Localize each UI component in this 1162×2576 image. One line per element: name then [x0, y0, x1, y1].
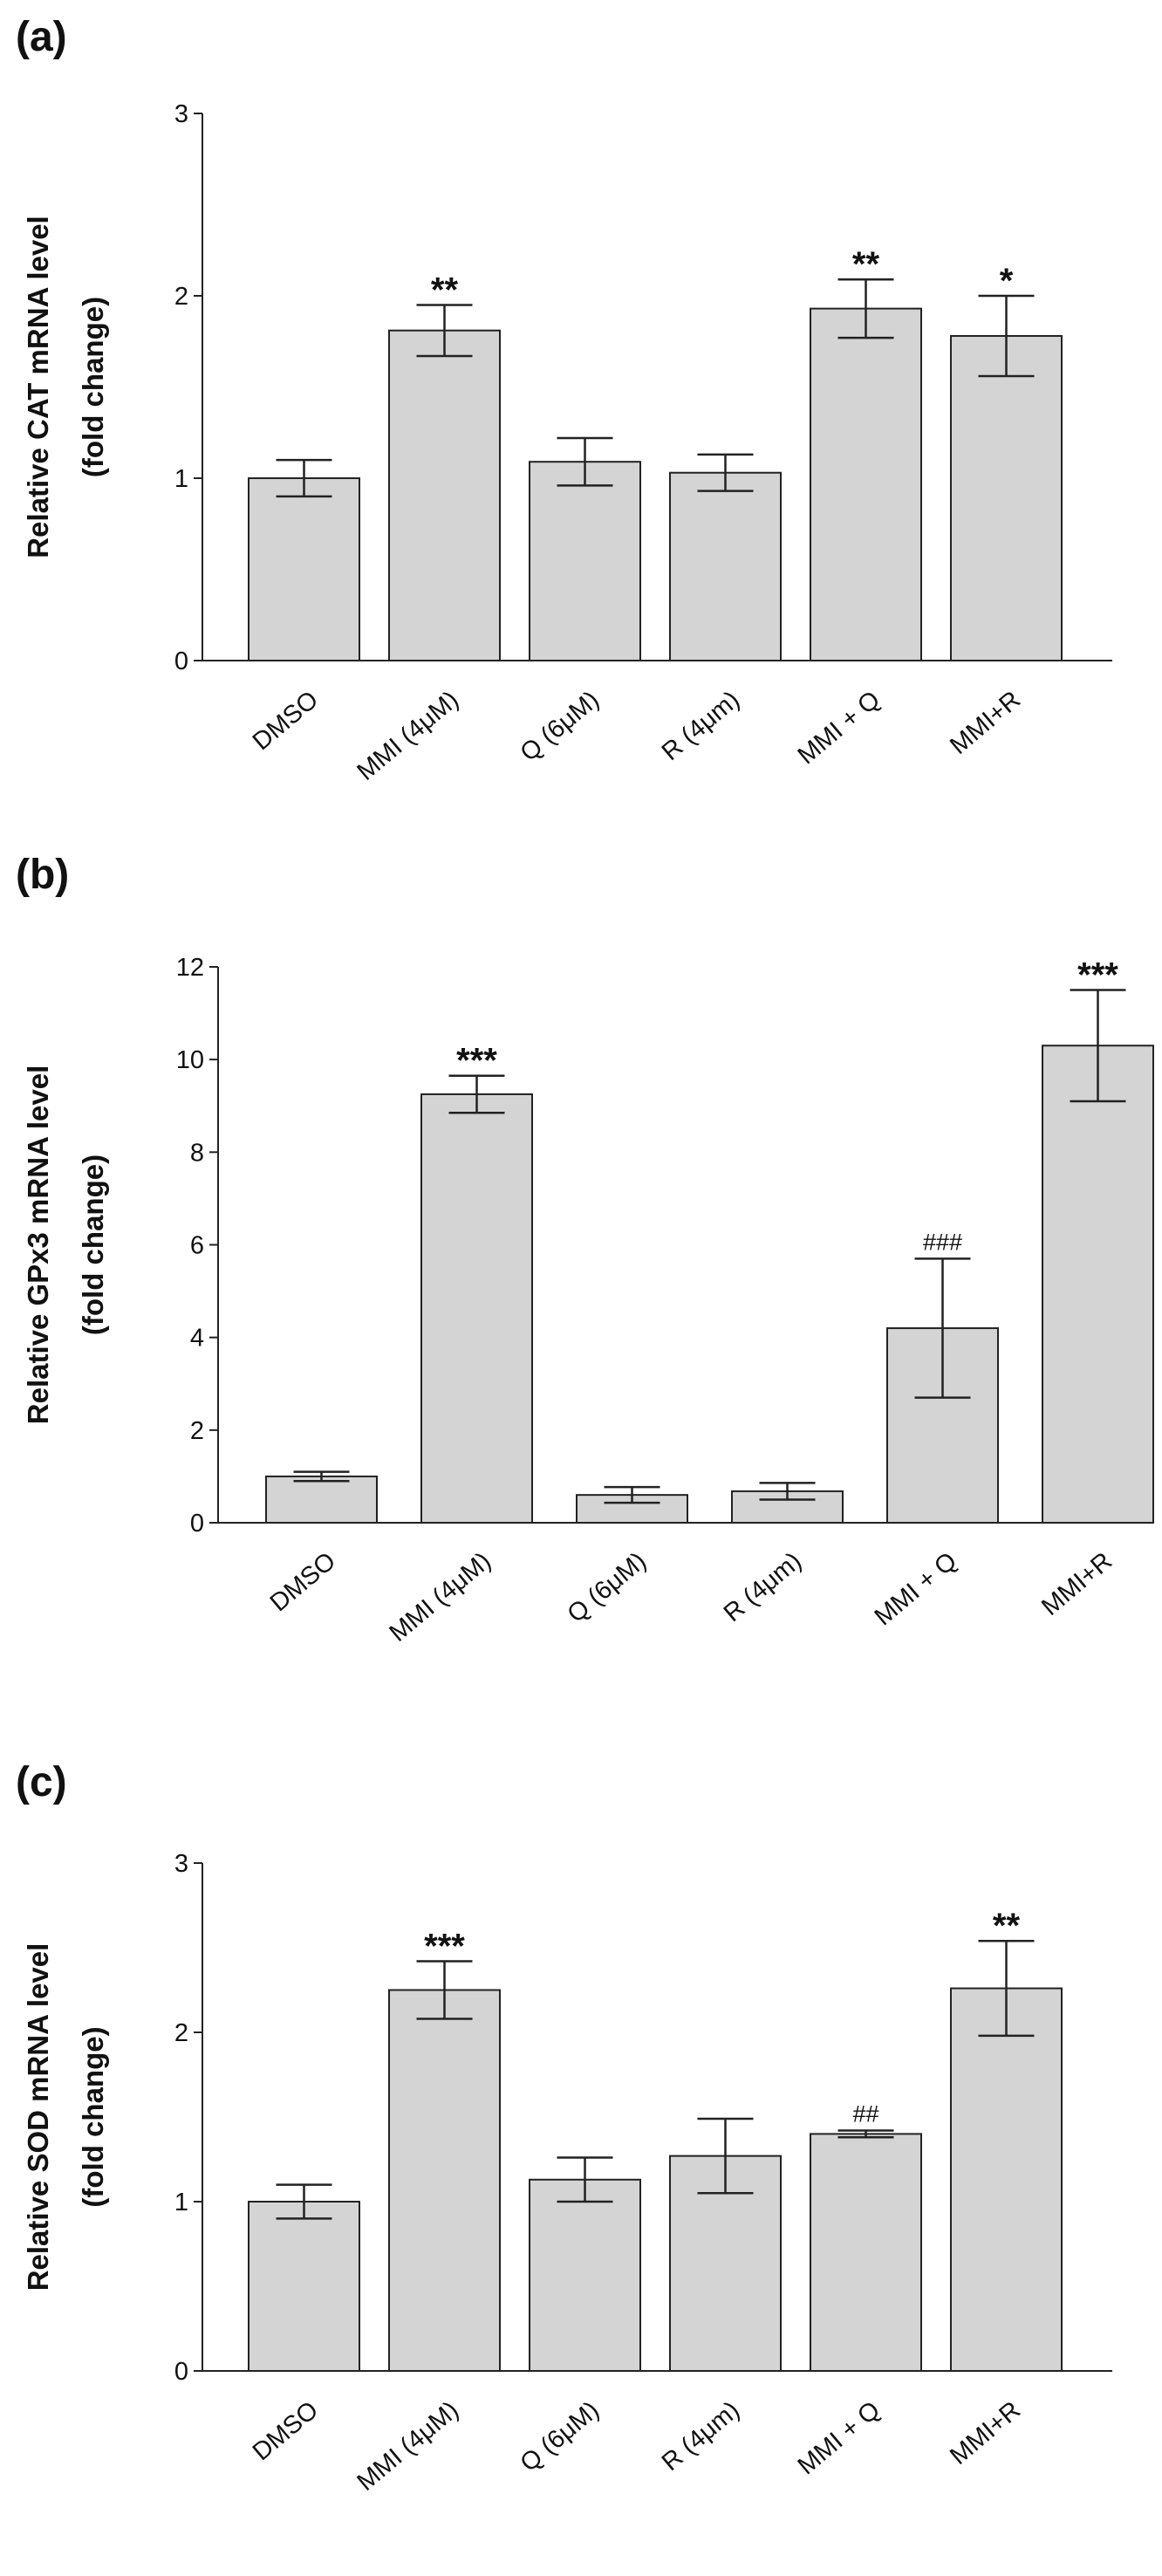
y-tick-label: 10 [176, 1046, 204, 1074]
y-axis-title-line2: (fold change) [77, 1154, 109, 1335]
chart-b: (b) 0 2 4 6 8 10 12 Relative GPx3 mRNA level (fol… [16, 852, 1154, 1648]
significance-label-4: ### [923, 1229, 962, 1255]
bar-0 [265, 1475, 378, 1524]
category-label-2: Q (6μM) [516, 686, 605, 767]
y-axis-title-line2: (fold change) [77, 297, 109, 477]
significance-label-5: ** [993, 1907, 1021, 1945]
significance-label-1: *** [456, 1042, 497, 1080]
category-label-1: MMI (4μM) [385, 1547, 496, 1648]
y-axis-title-line1: Relative SOD mRNA level [22, 1943, 54, 2292]
bar-4 [810, 307, 922, 661]
category-label-0: DMSO [265, 1547, 341, 1617]
category-label-5: MMI+R [1036, 1547, 1118, 1621]
bar-1 [388, 329, 501, 661]
category-label-1: MMI (4μM) [352, 686, 464, 786]
y-tick-label: 0 [174, 647, 188, 675]
significance-label-4: ** [852, 245, 880, 284]
category-label-3: R (4μm) [657, 2396, 745, 2477]
y-tick-label: 3 [174, 100, 188, 128]
y-tick-label: 1 [174, 465, 188, 493]
bar-5 [1042, 1045, 1154, 1524]
significance-label-5: * [1000, 262, 1014, 300]
significance-label-4: ## [852, 2101, 878, 2127]
significance-label-1: *** [424, 1928, 465, 1966]
y-axis-title-line1: Relative GPx3 mRNA level [22, 1065, 54, 1424]
category-label-3: R (4μm) [719, 1547, 807, 1627]
y-tick-label: 3 [174, 1850, 188, 1878]
bar-5 [950, 334, 1063, 661]
y-tick-label: 4 [190, 1325, 204, 1353]
category-label-2: Q (6μM) [516, 2396, 605, 2477]
y-tick-label: 1 [174, 2189, 188, 2216]
y-tick-label: 6 [190, 1232, 204, 1260]
bar-0 [248, 2201, 360, 2372]
category-label-1: MMI (4μM) [352, 2396, 464, 2497]
bar-2 [529, 2178, 641, 2373]
category-label-4: MMI + Q [870, 1547, 962, 1631]
significance-label-1: ** [431, 271, 459, 309]
bar-0 [248, 477, 360, 661]
category-label-5: MMI+R [945, 686, 1026, 760]
y-axis-title-line2: (fold change) [77, 2026, 109, 2207]
bar-3 [669, 471, 782, 661]
category-label-0: DMSO [248, 2396, 324, 2466]
panel-label: (b) [16, 852, 69, 898]
chart-c: (c) 0 1 2 3 Relative SOD mRNA level (fold chan… [16, 1759, 1112, 2497]
category-label-5: MMI+R [945, 2396, 1026, 2470]
y-tick-label: 12 [176, 954, 204, 982]
category-label-2: Q (6μM) [563, 1547, 652, 1628]
category-label-0: DMSO [248, 686, 324, 756]
y-tick-label: 2 [190, 1417, 204, 1445]
bar-2 [529, 461, 641, 661]
y-tick-label: 2 [174, 283, 188, 311]
category-label-4: MMI + Q [793, 2396, 885, 2480]
y-tick-label: 0 [190, 1510, 204, 1538]
bar-4 [810, 2133, 922, 2372]
category-label-3: R (4μm) [657, 686, 745, 766]
y-tick-label: 8 [190, 1139, 204, 1167]
category-label-4: MMI + Q [793, 686, 885, 770]
panel-label: (a) [16, 14, 67, 60]
y-tick-label: 2 [174, 2019, 188, 2047]
bar-5 [950, 1987, 1063, 2373]
significance-label-5: *** [1077, 956, 1118, 995]
y-tick-label: 0 [174, 2358, 188, 2386]
chart-a: (a) 0 1 2 3 Relative CAT mRNA level (fold chan… [16, 14, 1112, 786]
bar-1 [420, 1093, 533, 1524]
panel-label: (c) [16, 1759, 67, 1805]
y-axis-title-line1: Relative CAT mRNA level [22, 216, 54, 558]
bar-1 [388, 1989, 501, 2372]
